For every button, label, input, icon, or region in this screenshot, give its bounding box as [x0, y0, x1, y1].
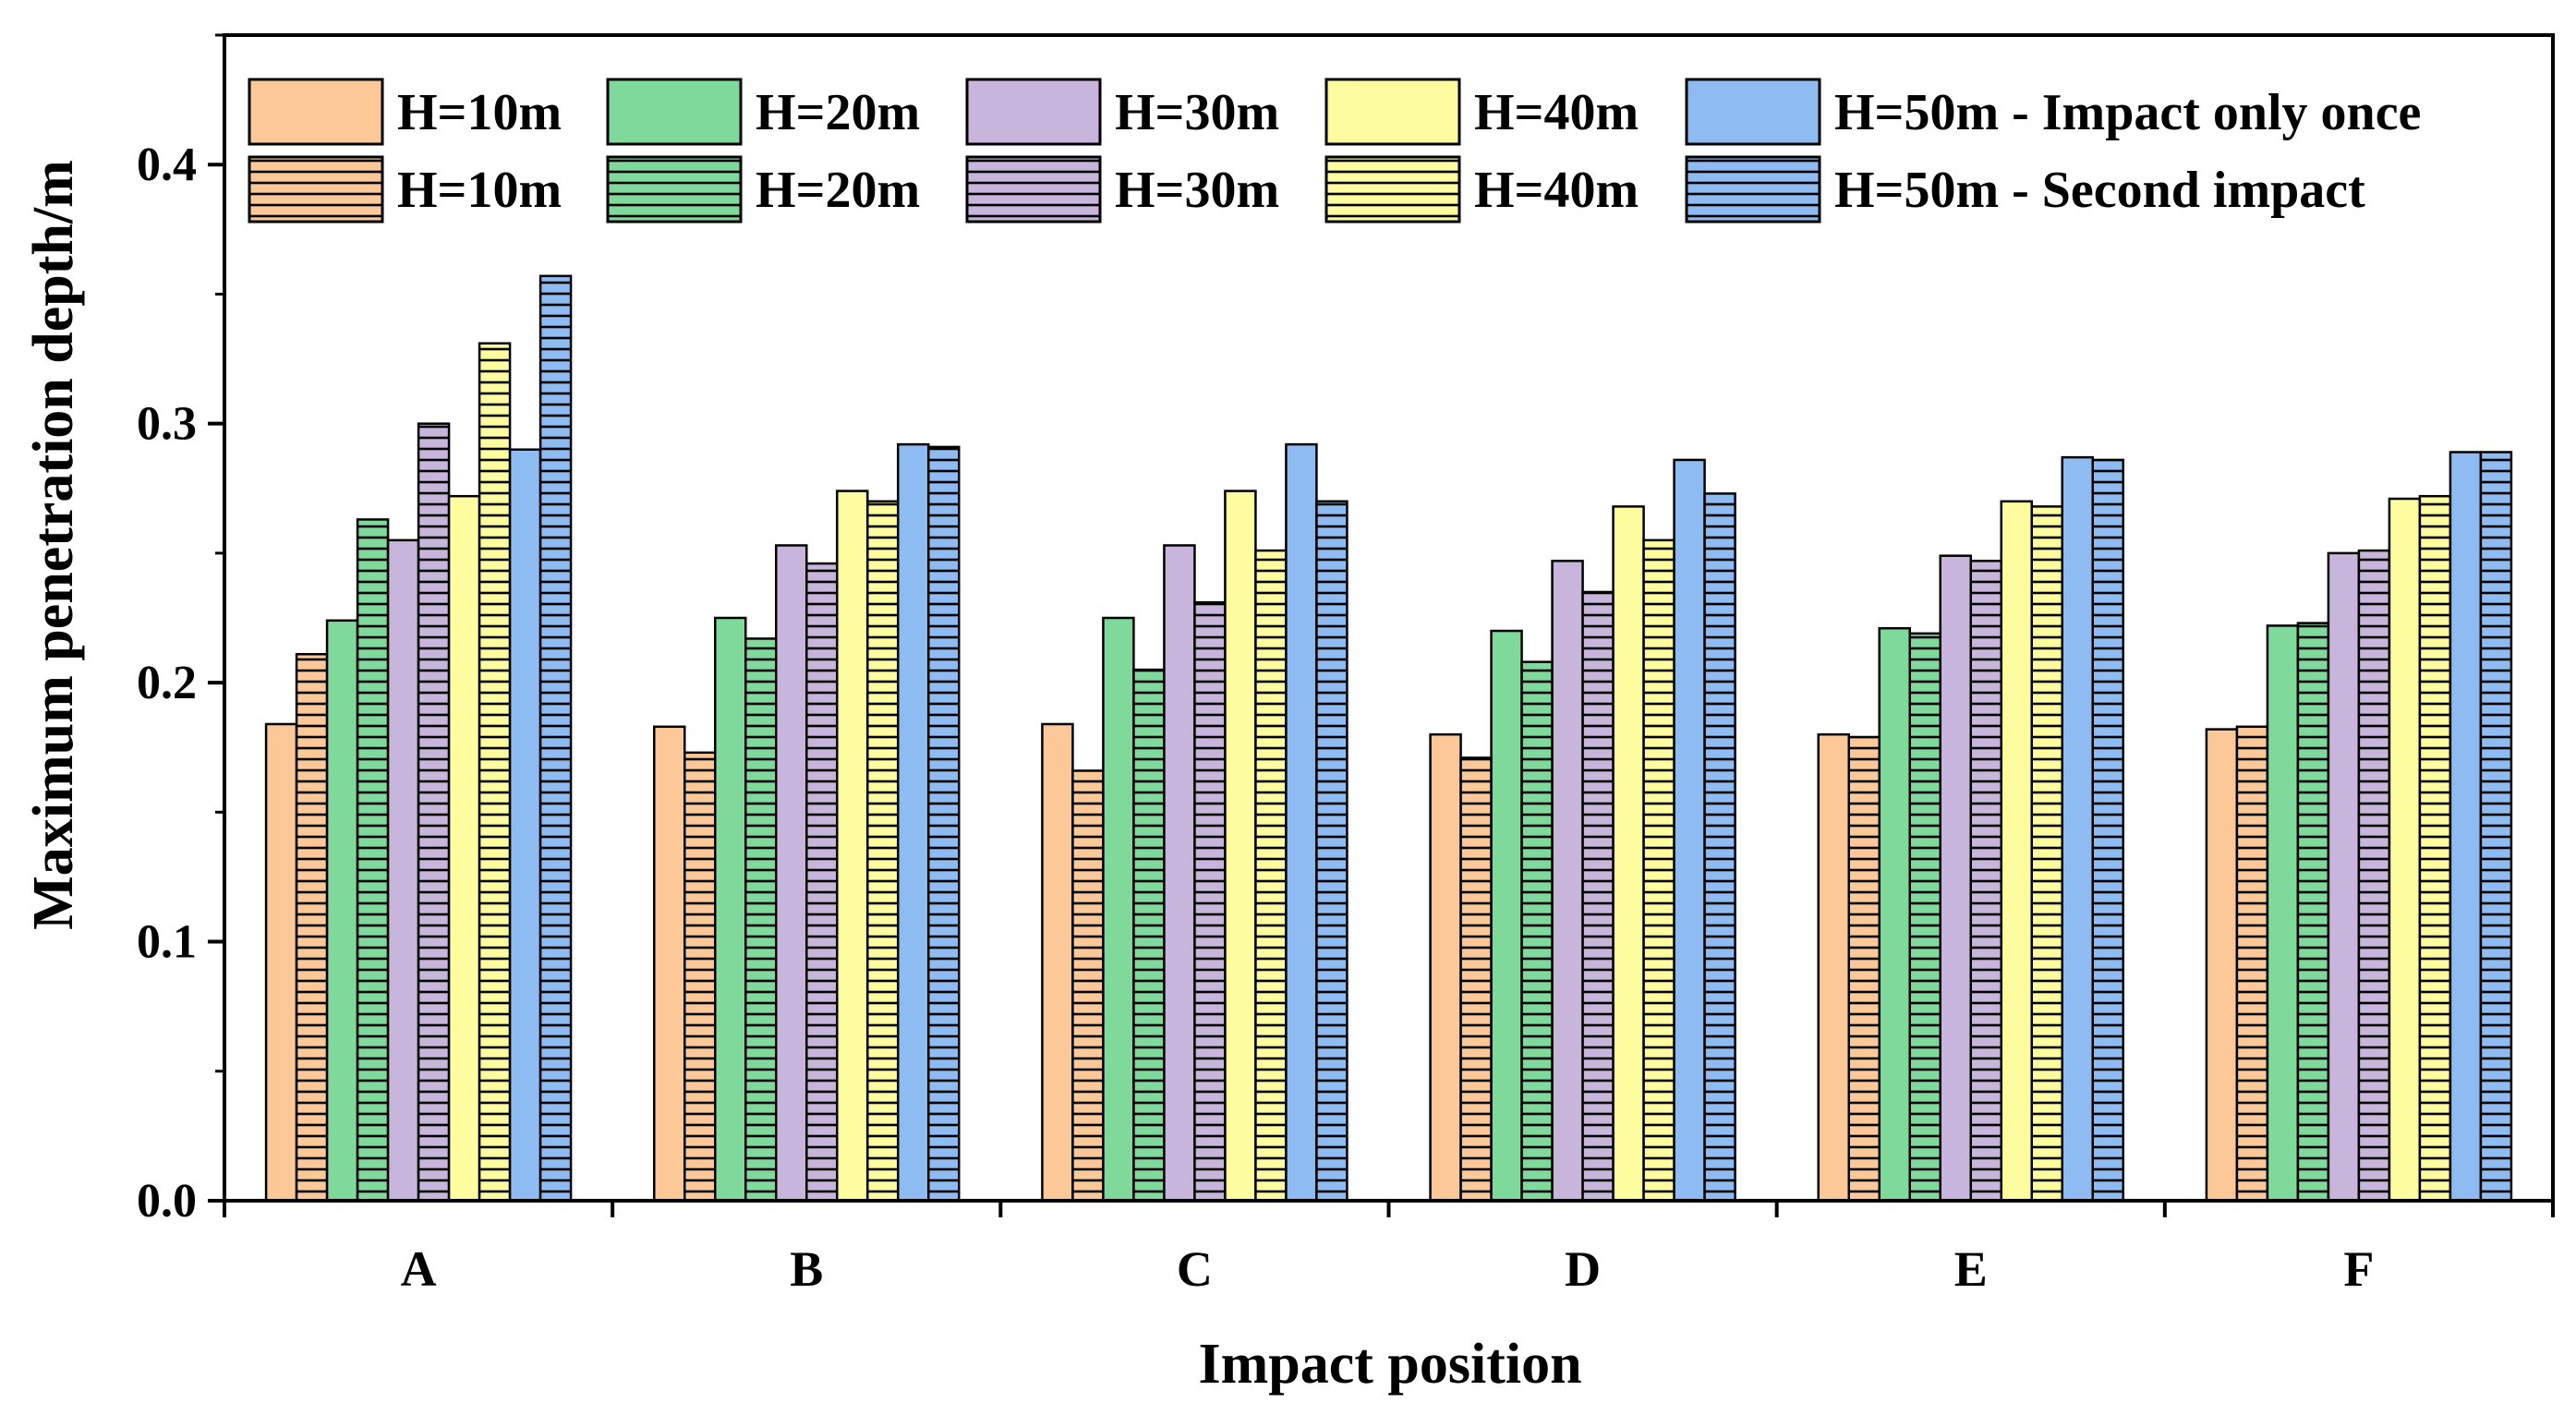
bar-F-H=10m-second	[2235, 725, 2269, 1203]
bar-D-H=10m-once	[1429, 732, 1462, 1203]
legend-label: H=50m - Impact only once	[1834, 84, 2421, 141]
bar-D-H=20m-once	[1490, 629, 1523, 1203]
bar-E-H=40m-second	[2030, 505, 2063, 1203]
bar-E-H=10m-once	[1817, 732, 1850, 1203]
bar-F-H=30m-once	[2327, 551, 2361, 1203]
bar-C-H=50m-once	[1285, 442, 1318, 1203]
legend-swatch	[606, 155, 743, 224]
bar-F-H=30m-second	[2357, 549, 2391, 1203]
bar-C-H=20m-once	[1102, 616, 1135, 1203]
bar-B-H=30m-second	[805, 562, 839, 1203]
legend-label: H=20m	[756, 84, 920, 141]
bar-F-H=50m-second	[2479, 451, 2513, 1203]
bar-A-H=30m-second	[417, 422, 451, 1203]
legend-label: H=10m	[397, 84, 562, 141]
y-tick-label: 0.0	[137, 1175, 197, 1227]
bar-A-H=20m-second	[356, 518, 390, 1203]
x-tick-label: C	[1177, 1241, 1213, 1297]
bar-B-H=10m-second	[683, 751, 717, 1203]
legend-label: H=30m	[1115, 162, 1279, 219]
legend-label: H=20m	[756, 162, 920, 219]
bar-C-H=40m-once	[1224, 490, 1257, 1203]
bar-A-H=50m-once	[508, 448, 542, 1203]
bar-C-H=30m-once	[1163, 544, 1196, 1203]
bar-D-H=10m-second	[1459, 756, 1493, 1203]
y-tick-label: 0.3	[137, 398, 197, 451]
bar-C-H=10m-once	[1041, 722, 1074, 1203]
bar-A-H=50m-second	[538, 274, 573, 1203]
bar-B-H=40m-once	[836, 490, 869, 1203]
y-tick-label: 0.2	[137, 657, 197, 709]
bar-A-H=40m-second	[478, 342, 512, 1203]
legend-swatch	[965, 78, 1102, 146]
legend-label: H=10m	[397, 162, 562, 219]
bar-F-H=40m-once	[2388, 497, 2422, 1203]
legend-swatch	[1324, 155, 1461, 224]
bar-D-H=50m-second	[1703, 492, 1736, 1203]
bar-B-H=20m-second	[744, 637, 778, 1203]
bar-F-H=20m-second	[2296, 622, 2330, 1203]
legend-label: H=40m	[1474, 162, 1639, 219]
legend-swatch	[248, 78, 384, 146]
legend-swatch	[1685, 78, 1821, 146]
bar-D-H=30m-once	[1551, 560, 1584, 1203]
bar-C-H=30m-second	[1193, 600, 1227, 1203]
x-tick-label: D	[1565, 1241, 1601, 1297]
x-tick-label: E	[1954, 1241, 1988, 1297]
bar-E-H=10m-second	[1847, 735, 1881, 1203]
bar-C-H=40m-second	[1254, 549, 1288, 1203]
bar-E-H=50m-second	[2091, 458, 2124, 1203]
bar-A-H=20m-once	[325, 619, 359, 1203]
legend-swatch	[1685, 155, 1821, 224]
y-axis-title: Maximum penetration depth/m	[22, 160, 85, 930]
bar-E-H=30m-once	[1939, 554, 1972, 1203]
x-tick-label: B	[790, 1241, 823, 1297]
bar-E-H=50m-once	[2061, 455, 2094, 1203]
legend-swatch	[965, 155, 1102, 224]
bar-D-H=50m-once	[1673, 458, 1706, 1203]
bar-C-H=10m-second	[1071, 769, 1105, 1203]
bar-E-H=40m-once	[2000, 500, 2033, 1203]
y-tick-label: 0.1	[137, 916, 197, 969]
bars-layer	[264, 274, 2513, 1203]
bar-A-H=10m-second	[295, 653, 329, 1203]
bar-A-H=10m-once	[264, 722, 298, 1203]
legend: H=10m H=20m H=30m H=40m H=50m - Impact only …	[248, 78, 2421, 224]
bar-A-H=40m-once	[447, 494, 481, 1203]
legend-label: H=40m	[1474, 84, 1639, 141]
bar-D-H=40m-second	[1642, 538, 1675, 1203]
bar-E-H=20m-second	[1908, 632, 1941, 1203]
x-tick-label: F	[2343, 1241, 2374, 1297]
bar-B-H=20m-once	[714, 616, 747, 1203]
bar-D-H=30m-second	[1581, 590, 1615, 1203]
bar-A-H=30m-once	[386, 538, 420, 1203]
x-tick-label: A	[401, 1241, 437, 1297]
bar-B-H=30m-once	[775, 544, 808, 1203]
bar-F-H=50m-once	[2449, 451, 2483, 1203]
y-tick-label: 0.4	[137, 139, 197, 191]
axes-layer: 0.0 0.1 0.2 0.3 0.4 A B C D E F	[137, 33, 2555, 1297]
legend-swatch	[1324, 78, 1461, 146]
x-axis-title: Impact position	[1198, 1333, 1581, 1396]
bar-D-H=20m-second	[1520, 660, 1554, 1203]
bar-C-H=50m-second	[1315, 500, 1348, 1203]
bar-B-H=50m-second	[927, 445, 961, 1203]
legend-label: H=30m	[1115, 84, 1279, 141]
bar-B-H=50m-once	[897, 442, 930, 1203]
bar-B-H=40m-second	[866, 500, 900, 1203]
bar-E-H=20m-once	[1878, 626, 1911, 1203]
bar-B-H=10m-once	[653, 725, 686, 1203]
legend-swatch	[248, 155, 384, 224]
bar-C-H=20m-second	[1132, 668, 1166, 1203]
bar-F-H=40m-second	[2418, 494, 2452, 1203]
bar-F-H=10m-once	[2205, 728, 2239, 1203]
legend-label: H=50m - Second impact	[1834, 162, 2365, 219]
bar-D-H=40m-once	[1612, 505, 1645, 1203]
legend-swatch	[606, 78, 743, 146]
bar-E-H=30m-second	[1969, 560, 2002, 1203]
bar-F-H=20m-once	[2266, 624, 2300, 1203]
